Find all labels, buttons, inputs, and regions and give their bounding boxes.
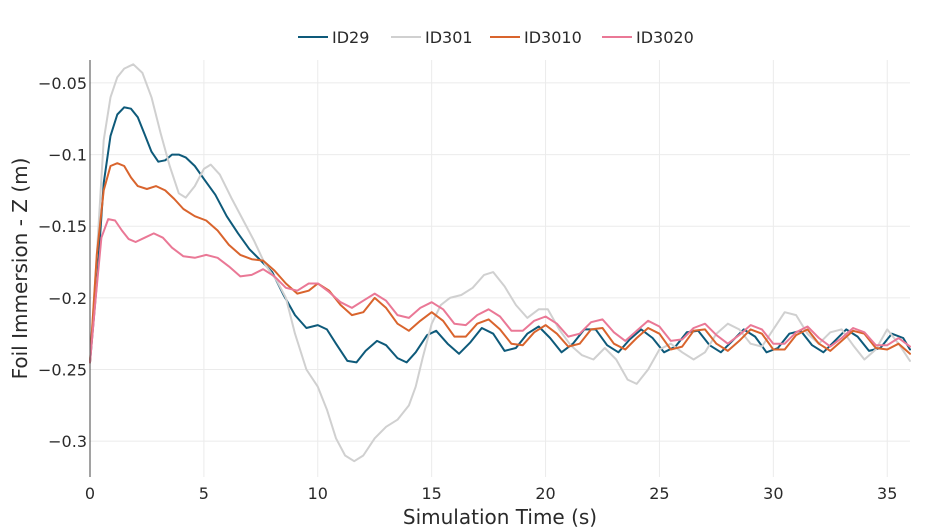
legend-label: ID3020 <box>636 28 694 47</box>
y-tick-label: −0.3 <box>48 432 87 451</box>
series-line-id3020[interactable] <box>89 218 911 364</box>
legend[interactable]: ID29 ID301 ID3010 ID3020 <box>298 28 694 47</box>
series-line-id29[interactable] <box>89 106 911 364</box>
axes: 0 5 10 15 20 25 30 35 −0.3 −0.25 −0.2 −0.15 −0.1 −0.0… <box>38 60 897 503</box>
y-tick-label: −0.1 <box>48 146 87 165</box>
x-tick-label: 10 <box>308 484 328 503</box>
y-axis-title: Foil Immersion - Z (m) <box>8 158 32 380</box>
legend-item-id3020[interactable]: ID3020 <box>602 28 694 47</box>
legend-item-id29[interactable]: ID29 <box>298 28 369 47</box>
x-tick-label: 25 <box>649 484 669 503</box>
y-tick-label: −0.05 <box>38 74 87 93</box>
y-tick-label: −0.15 <box>38 217 87 236</box>
legend-label: ID3010 <box>524 28 582 47</box>
legend-item-id3010[interactable]: ID3010 <box>490 28 582 47</box>
x-tick-label: 30 <box>763 484 783 503</box>
x-tick-label: 35 <box>877 484 897 503</box>
plot-area <box>89 63 911 463</box>
y-tick-label: −0.2 <box>48 289 87 308</box>
x-axis-title: Simulation Time (s) <box>403 505 597 528</box>
x-tick-label: 20 <box>535 484 555 503</box>
grid <box>90 60 910 477</box>
series-line-id301[interactable] <box>89 63 911 463</box>
legend-label: ID301 <box>425 28 473 47</box>
y-tick-label: −0.25 <box>38 361 87 380</box>
x-tick-label: 15 <box>421 484 441 503</box>
x-tick-label: 0 <box>85 484 95 503</box>
x-tick-label: 5 <box>199 484 209 503</box>
legend-item-id301[interactable]: ID301 <box>391 28 473 47</box>
series-line-id3010[interactable] <box>89 162 911 364</box>
legend-label: ID29 <box>332 28 369 47</box>
